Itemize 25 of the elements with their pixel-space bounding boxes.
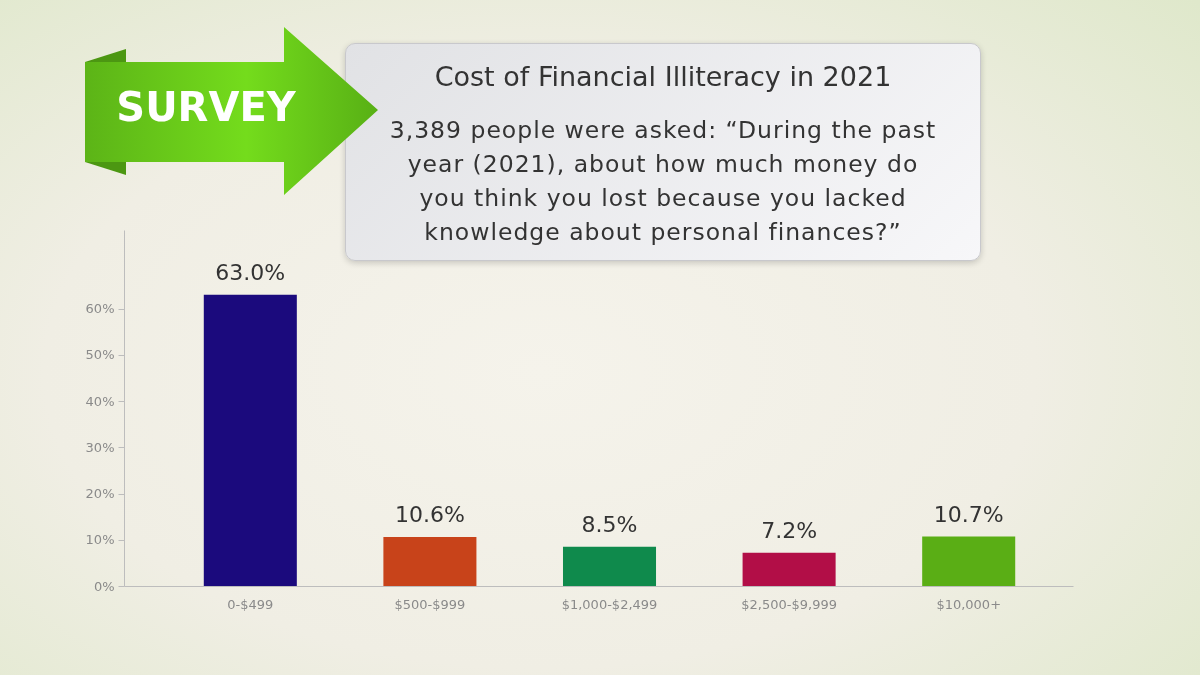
bar — [562, 546, 657, 586]
y-tick-label: 50% — [85, 347, 115, 363]
chart-title: Cost of Financial Illiteracy in 2021 — [433, 61, 893, 92]
data-label: 8.5% — [581, 511, 638, 537]
x-tick-label: $500-$999 — [394, 596, 466, 612]
y-tick-label: 10% — [85, 532, 115, 548]
x-tick-label: $1,000-$2,499 — [561, 596, 658, 612]
text: SURVEY — [115, 84, 297, 130]
x-tick-label: $10,000+ — [936, 596, 1002, 612]
y-tick-label: 40% — [85, 393, 115, 409]
y-tick-label: 60% — [85, 301, 115, 317]
x-tick-label: $2,500-$9,999 — [741, 596, 837, 612]
y-tick-label: 30% — [85, 439, 115, 455]
bar — [203, 294, 297, 586]
bar — [922, 536, 1016, 586]
x-tick-label: 0-$499 — [227, 596, 274, 612]
y-tick-label: 20% — [85, 486, 115, 502]
data-label: 63.0% — [215, 259, 286, 285]
chart-subtitle: 3,389 people were asked: “During the past year (2021), about how much money do you think you lost because you lacked knowledge about personal finances?” — [388, 115, 938, 248]
data-label: 10.7% — [933, 501, 1004, 527]
bar — [742, 552, 836, 586]
bar — [383, 536, 477, 586]
data-label: 7.2% — [761, 517, 818, 543]
y-tick-label: 0% — [93, 578, 115, 594]
data-label: 10.6% — [394, 501, 465, 527]
